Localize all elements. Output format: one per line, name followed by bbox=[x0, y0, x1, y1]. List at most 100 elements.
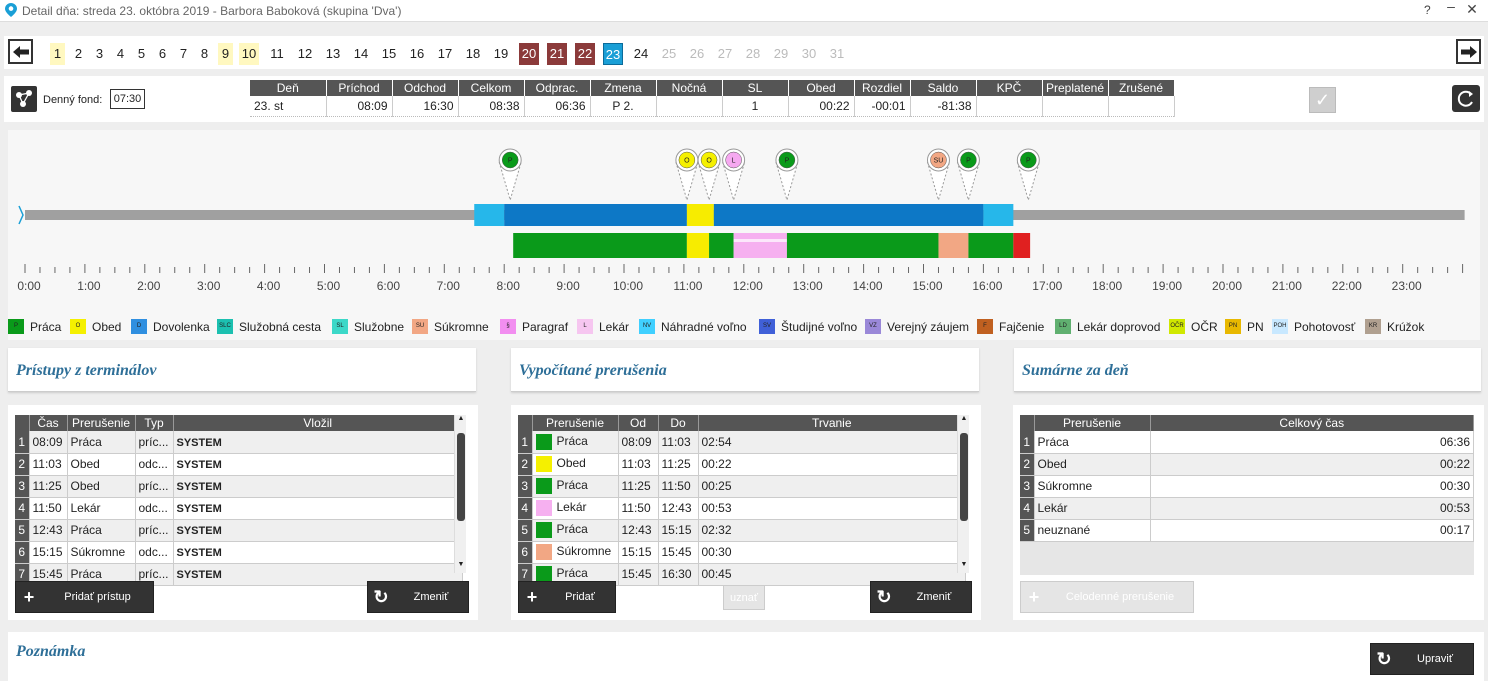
event-pin[interactable]: L bbox=[722, 148, 746, 202]
day-19[interactable]: 19 bbox=[493, 46, 509, 61]
day-4[interactable]: 4 bbox=[116, 46, 125, 61]
change-access-button[interactable]: ↻ Zmeniť bbox=[367, 581, 469, 613]
table-row[interactable]: 5 neuznané 00:17 bbox=[1020, 519, 1474, 542]
day-30[interactable]: 30 bbox=[801, 46, 817, 61]
event-pin[interactable]: O bbox=[675, 148, 699, 202]
table-row[interactable]: 2 Obed 11:03 11:25 00:22 bbox=[518, 453, 966, 476]
terminal-scrollbar[interactable]: ▲ ▼ bbox=[454, 415, 466, 573]
day-11[interactable]: 11 bbox=[270, 46, 284, 61]
table-row[interactable]: 3 11:25 Obed príc... SYSTEM bbox=[15, 475, 463, 498]
table-row[interactable]: 7 Práca 15:45 16:30 00:45 bbox=[518, 563, 966, 586]
col-do[interactable]: Do bbox=[658, 415, 699, 431]
table-row[interactable]: 4 Lekár 00:53 bbox=[1020, 497, 1474, 520]
prev-month-button[interactable] bbox=[8, 39, 33, 64]
legend-swatch: OČR bbox=[1169, 319, 1185, 334]
computed-scrollbar[interactable]: ▲ ▼ bbox=[957, 415, 969, 573]
event-pin[interactable]: P bbox=[956, 148, 980, 202]
day-10[interactable]: 10 bbox=[239, 43, 259, 65]
hour-label: 9:00 bbox=[556, 279, 580, 293]
table-row[interactable]: 2 11:03 Obed odc... SYSTEM bbox=[15, 453, 463, 476]
table-row[interactable]: 6 Súkromne 15:15 15:45 00:30 bbox=[518, 541, 966, 564]
table-row[interactable]: 4 Lekár 11:50 12:43 00:53 bbox=[518, 497, 966, 520]
col-vlozil[interactable]: Vložil bbox=[173, 415, 463, 431]
table-row[interactable]: 1 Práca 06:36 bbox=[1020, 431, 1474, 454]
col-prerusenie[interactable]: Prerušenie bbox=[532, 415, 619, 431]
col-od[interactable]: Od bbox=[618, 415, 659, 431]
add-access-button[interactable]: + Pridať prístup bbox=[15, 581, 154, 613]
day-29[interactable]: 29 bbox=[773, 46, 789, 61]
day-12[interactable]: 12 bbox=[297, 46, 313, 61]
table-cell: 06:36 bbox=[1150, 431, 1474, 454]
table-row[interactable]: 3 Súkromne 00:30 bbox=[1020, 475, 1474, 498]
table-cell: 15:15 bbox=[658, 519, 699, 542]
day-13[interactable]: 13 bbox=[325, 46, 341, 61]
table-row[interactable]: 2 Obed 00:22 bbox=[1020, 453, 1474, 476]
table-cell: 11:03 bbox=[658, 431, 699, 454]
add-interruption-button[interactable]: + Pridať bbox=[518, 581, 616, 613]
help-button[interactable]: ? bbox=[1424, 3, 1431, 17]
day-21[interactable]: 21 bbox=[547, 43, 567, 65]
col-prerusenie[interactable]: Prerušenie bbox=[1034, 415, 1151, 431]
day-7[interactable]: 7 bbox=[179, 46, 188, 61]
day-5[interactable]: 5 bbox=[137, 46, 146, 61]
arrow-right-icon bbox=[1460, 45, 1477, 58]
summary-col-2: Odchod bbox=[392, 80, 459, 96]
all-day-interruption-button[interactable]: + Celodenné prerušenie bbox=[1020, 581, 1194, 613]
confirm-check-button[interactable]: ✓ bbox=[1309, 87, 1336, 113]
event-pin[interactable]: P bbox=[1016, 148, 1040, 202]
col-celkovy-cas[interactable]: Celkový čas bbox=[1150, 415, 1474, 431]
color-swatch bbox=[535, 433, 552, 450]
day-23[interactable]: 23 bbox=[603, 43, 623, 65]
day-20[interactable]: 20 bbox=[519, 43, 539, 65]
change-interruption-button[interactable]: ↻ Zmeniť bbox=[870, 581, 972, 613]
day-26[interactable]: 26 bbox=[689, 46, 705, 61]
table-row[interactable]: 1 08:09 Práca príc... SYSTEM bbox=[15, 431, 463, 454]
col-prerusenie[interactable]: Prerušenie bbox=[67, 415, 136, 431]
day-24[interactable]: 24 bbox=[633, 46, 649, 61]
fond-input[interactable]: 07:30 bbox=[110, 89, 145, 109]
col-cas[interactable]: Čas bbox=[29, 415, 68, 431]
table-row[interactable]: 5 12:43 Práca príc... SYSTEM bbox=[15, 519, 463, 542]
day-14[interactable]: 14 bbox=[353, 46, 369, 61]
share-icon[interactable] bbox=[11, 86, 37, 112]
day-22[interactable]: 22 bbox=[575, 43, 595, 65]
minimize-button[interactable]: – bbox=[1447, 0, 1455, 14]
table-row[interactable]: 6 15:15 Súkromne odc... SYSTEM bbox=[15, 541, 463, 564]
accept-button[interactable]: uznať bbox=[723, 585, 765, 610]
event-pin[interactable]: P bbox=[498, 148, 522, 202]
day-28[interactable]: 28 bbox=[745, 46, 761, 61]
day-2[interactable]: 2 bbox=[74, 46, 83, 61]
table-cell: odc... bbox=[135, 453, 174, 476]
event-pin[interactable]: SU bbox=[926, 148, 950, 202]
col-trvanie[interactable]: Trvanie bbox=[698, 415, 966, 431]
day-3[interactable]: 3 bbox=[95, 46, 104, 61]
day-18[interactable]: 18 bbox=[465, 46, 481, 61]
day-17[interactable]: 17 bbox=[437, 46, 453, 61]
color-swatch bbox=[535, 478, 552, 494]
day-8[interactable]: 8 bbox=[200, 46, 209, 61]
edit-note-button[interactable]: ↻ Upraviť bbox=[1370, 643, 1474, 675]
table-row[interactable]: 7 15:45 Práca príc... SYSTEM bbox=[15, 563, 463, 586]
day-6[interactable]: 6 bbox=[158, 46, 167, 61]
timeline-chart[interactable]: 0:00 1:00 2:00 3:00 4:00 5:00 6:00 7:00 8:00 9:00… bbox=[8, 130, 1480, 315]
svg-text:P: P bbox=[508, 158, 513, 165]
table-row[interactable]: 1 Práca 08:09 11:03 02:54 bbox=[518, 431, 966, 454]
event-pin[interactable]: O bbox=[697, 148, 721, 202]
refresh-button[interactable] bbox=[1452, 85, 1480, 112]
day-15[interactable]: 15 bbox=[381, 46, 397, 61]
col-typ[interactable]: Typ bbox=[135, 415, 174, 431]
day-16[interactable]: 16 bbox=[409, 46, 425, 61]
event-pin[interactable]: P bbox=[775, 148, 799, 202]
close-button[interactable]: ✕ bbox=[1466, 1, 1478, 17]
next-month-button[interactable] bbox=[1456, 39, 1481, 64]
table-row[interactable]: 3 Práca 11:25 11:50 00:25 bbox=[518, 475, 966, 498]
summary-cell-2: 16:30 bbox=[392, 96, 459, 117]
day-1[interactable]: 1 bbox=[50, 43, 65, 65]
table-row[interactable]: 4 11:50 Lekár odc... SYSTEM bbox=[15, 497, 463, 520]
table-cell: príc... bbox=[135, 563, 174, 586]
day-27[interactable]: 27 bbox=[717, 46, 733, 61]
day-31[interactable]: 31 bbox=[829, 46, 845, 61]
day-25[interactable]: 25 bbox=[661, 46, 677, 61]
table-row[interactable]: 5 Práca 12:43 15:15 02:32 bbox=[518, 519, 966, 542]
day-9[interactable]: 9 bbox=[218, 43, 233, 65]
